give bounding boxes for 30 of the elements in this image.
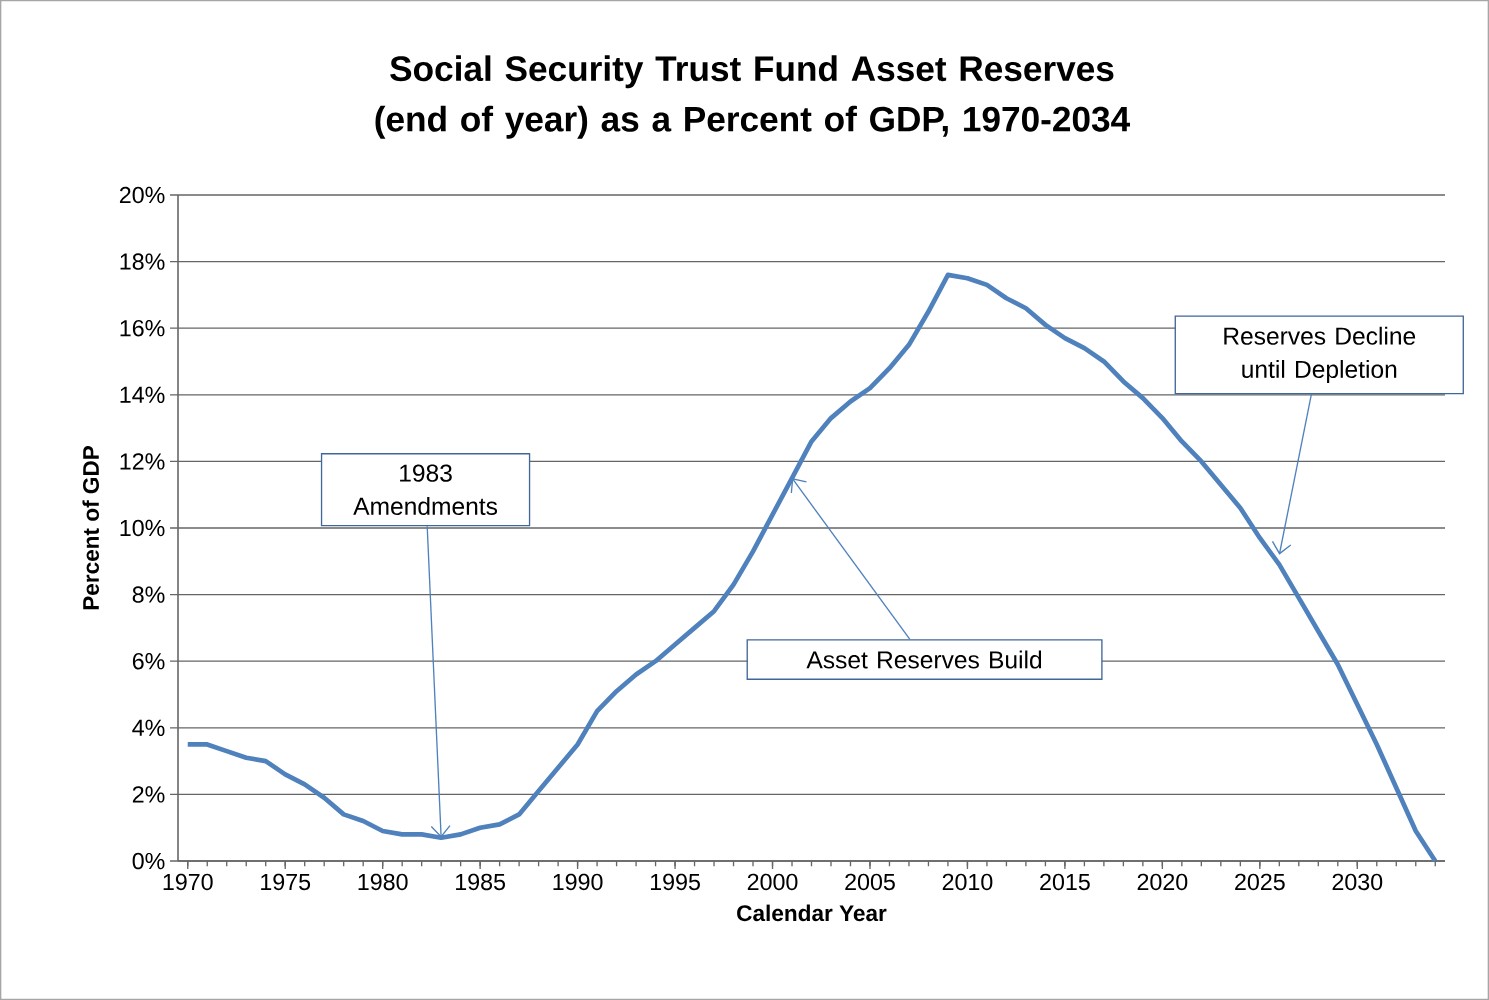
y-axis-title: Percent of GDP [82, 445, 99, 610]
y-tick-label: 16% [120, 319, 165, 337]
y-tick-label: 18% [120, 253, 165, 270]
y-tick-label: 6% [132, 652, 165, 670]
x-tick-label: 1980 [358, 873, 408, 891]
y-tick-label: 8% [132, 586, 165, 603]
x-tick-label: 1975 [261, 873, 311, 891]
annotation: Reserves Decline until Depletion [1224, 326, 1416, 383]
y-tick-label: 12% [120, 453, 165, 470]
annotation: 1983 Amendments [353, 464, 498, 516]
y-tick-label: 20% [119, 186, 165, 204]
x-tick-label: 2025 [1235, 873, 1285, 891]
y-tick-label: 4% [132, 719, 165, 736]
y-tick-label: 10% [120, 519, 165, 537]
x-tick-label: 2005 [845, 873, 895, 891]
y-tick-label: 0% [132, 852, 165, 870]
x-tick-label: 2030 [1332, 873, 1383, 891]
x-axis-title: Calendar Year [737, 904, 887, 922]
x-tick-label: 2010 [942, 873, 993, 891]
x-tick-label: 2000 [747, 873, 798, 891]
x-tick-label: 1970 [163, 873, 213, 891]
y-tick-label: 2% [132, 786, 165, 803]
chart-title: Social Security Trust Fund Asset Reserves (end of year) as a Percent of GDP, 1970-2034 [375, 55, 1130, 139]
x-tick-label: 1990 [553, 873, 603, 891]
x-tick-label: 1985 [456, 873, 506, 891]
x-tick-label: 2015 [1040, 873, 1090, 891]
x-tick-label: 2020 [1137, 873, 1188, 891]
x-tick-label: 1995 [650, 873, 700, 891]
y-tick-label: 14% [120, 386, 165, 403]
annotation: Asset Reserves Build [806, 650, 1042, 669]
